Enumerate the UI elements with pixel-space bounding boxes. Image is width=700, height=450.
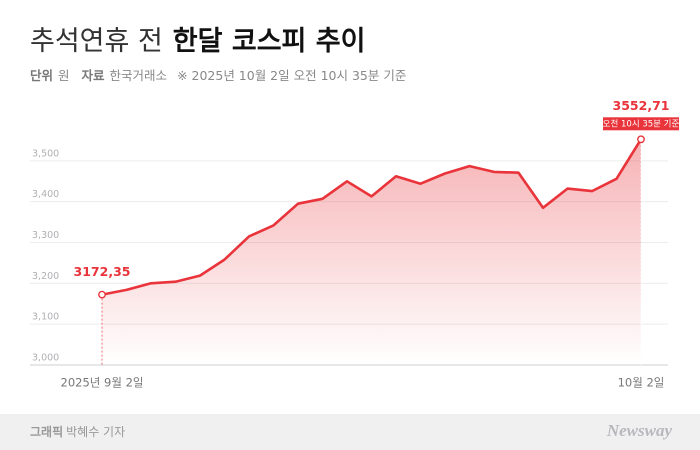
source: 한국거래소 (110, 68, 168, 83)
note: ※ 2025년 10월 2일 오전 10시 35분 기준 (177, 68, 406, 83)
point-marker (637, 135, 645, 144)
y-tick-label: 3,100 (32, 312, 59, 323)
credit-name: 박혜수 기자 (66, 425, 125, 439)
point-marker (98, 290, 106, 299)
y-tick-label: 3,300 (32, 230, 59, 241)
chart-title: 추석연휴 전 한달 코스피 추이 (30, 26, 365, 57)
x-tick-label: 10월 2일 (618, 376, 665, 390)
annotation-box (603, 117, 679, 131)
y-tick-label: 3,400 (32, 189, 59, 200)
footer-band (0, 414, 700, 450)
y-tick-label: 3,500 (32, 148, 59, 159)
credit-label: 그래픽 (30, 424, 63, 439)
source-label: 자료 (82, 68, 106, 83)
line (101, 138, 643, 296)
y-tick-label: 3,000 (32, 353, 59, 364)
x-tick-label: 2025년 9월 2일 (61, 376, 144, 390)
title-light: 추석연휴 전 (30, 26, 163, 57)
y-tick-label: 3,200 (32, 271, 59, 282)
unit: 원 (58, 68, 70, 83)
unit-label: 단위 (30, 68, 53, 83)
subtitle: 단위 원 자료 한국거래소 ※ 2025년 10월 2일 오전 10시 35분 기준 (30, 68, 406, 83)
value-label: 3172,35 (74, 264, 131, 279)
credit: 그래픽 박혜수 기자 (30, 424, 125, 439)
brand: Newsway (606, 421, 673, 440)
value-label: 3552,71 (613, 98, 670, 113)
area (102, 139, 641, 365)
title-bold: 한달 코스피 추이 (173, 26, 366, 57)
annotation: 오전 10시 35분 기준 (603, 118, 680, 129)
